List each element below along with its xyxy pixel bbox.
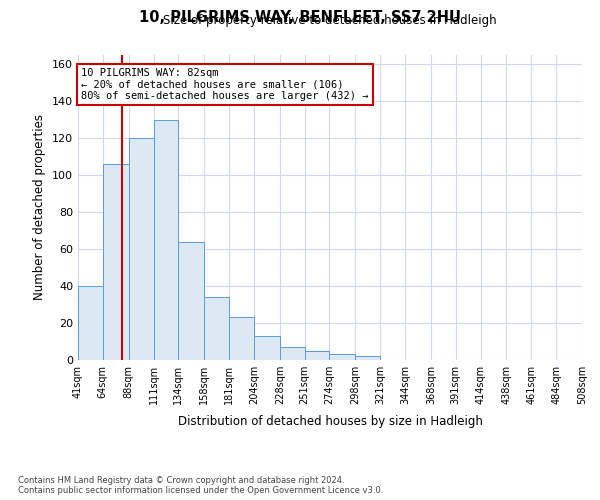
Bar — [280, 347, 305, 360]
Text: Contains HM Land Registry data © Crown copyright and database right 2024.
Contai: Contains HM Land Registry data © Crown c… — [18, 476, 383, 495]
Bar — [154, 120, 178, 360]
Bar — [355, 356, 380, 360]
Bar — [78, 286, 103, 360]
Bar — [254, 336, 280, 360]
Bar — [204, 297, 229, 360]
Text: 10, PILGRIMS WAY, BENFLEET, SS7 2HU: 10, PILGRIMS WAY, BENFLEET, SS7 2HU — [139, 10, 461, 25]
X-axis label: Distribution of detached houses by size in Hadleigh: Distribution of detached houses by size … — [178, 416, 482, 428]
Bar — [229, 318, 254, 360]
Title: Size of property relative to detached houses in Hadleigh: Size of property relative to detached ho… — [163, 14, 497, 28]
Y-axis label: Number of detached properties: Number of detached properties — [34, 114, 46, 300]
Bar — [178, 242, 204, 360]
Bar — [103, 164, 129, 360]
Bar — [129, 138, 154, 360]
Bar — [305, 351, 329, 360]
Bar — [329, 354, 355, 360]
Text: 10 PILGRIMS WAY: 82sqm
← 20% of detached houses are smaller (106)
80% of semi-de: 10 PILGRIMS WAY: 82sqm ← 20% of detached… — [81, 68, 369, 101]
